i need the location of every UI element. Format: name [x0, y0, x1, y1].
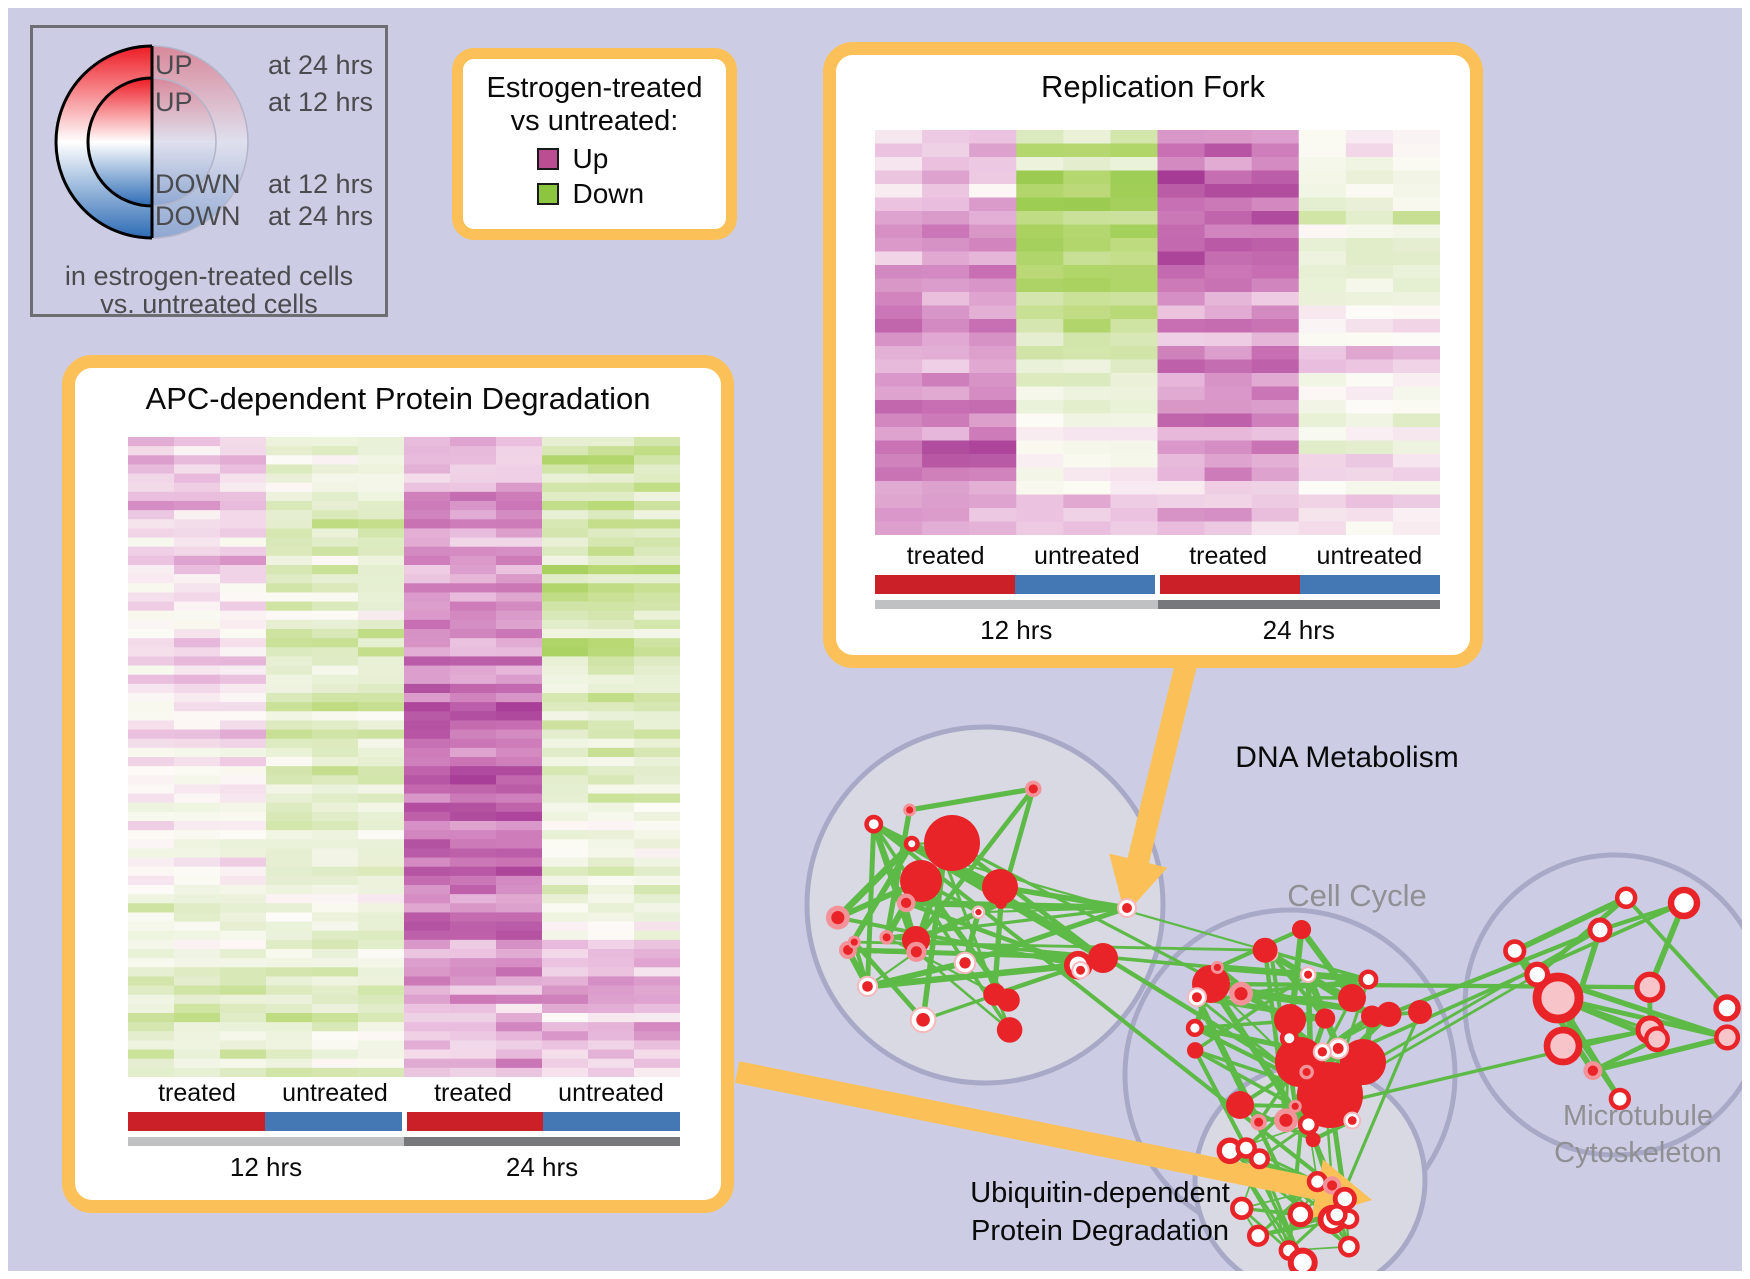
condition-color-bars — [875, 575, 1440, 594]
time-color-bars — [875, 600, 1440, 609]
cluster-label-dna-metabolism: DNA Metabolism — [1235, 741, 1458, 775]
cluster-label-line: Ubiquitin-dependent — [970, 1177, 1230, 1209]
untreated-bar — [543, 1112, 680, 1131]
updown-legend-box: Estrogen-treated vs untreated: Up Down — [452, 48, 737, 240]
condition-label: untreated — [558, 1079, 664, 1107]
24hrs-bar — [404, 1137, 680, 1146]
condition-label: treated — [1189, 542, 1268, 570]
untreated-bar — [1015, 575, 1155, 594]
bar-gap — [1155, 575, 1160, 594]
condition-label: untreated — [1316, 542, 1423, 570]
cluster-label-line: Microtubule — [1563, 1100, 1713, 1132]
time-label: 12 hrs — [229, 1152, 303, 1182]
treated-bar — [875, 575, 1015, 594]
cluster-label-ubiquitin-degradation: Ubiquitin-dependent Protein Degradation — [970, 1174, 1230, 1250]
time-label: 24 hrs — [505, 1152, 579, 1182]
cluster-label-microtubule-cytoskeleton: Microtubule Cytoskeleton — [1554, 1098, 1722, 1172]
cluster-label-line: Protein Degradation — [971, 1215, 1229, 1247]
ring-legend-footer: vs. untreated cells — [100, 289, 318, 319]
ring-legend-box: UP at 24 hrs UP at 12 hrs DOWN at 12 hrs… — [30, 25, 388, 319]
apc-degradation-panel: APC-dependent Protein Degradation treate… — [62, 355, 734, 1213]
treated-bar — [128, 1112, 265, 1131]
ring-legend-direction: UP — [155, 87, 193, 117]
replication-fork-heatmap — [875, 130, 1440, 535]
legend-item-up: Up — [463, 143, 726, 174]
ring-legend-time: at 12 hrs — [268, 169, 374, 199]
condition-label: untreated — [282, 1079, 388, 1107]
time-color-bars — [128, 1137, 680, 1146]
condition-color-bars — [128, 1112, 680, 1131]
condition-labels: treated untreated treated untreated — [128, 1079, 680, 1108]
updown-legend-title: Estrogen-treated — [486, 72, 703, 104]
ring-legend-time: at 12 hrs — [268, 87, 374, 117]
ring-legend-footer: in estrogen-treated cells — [64, 261, 354, 291]
condition-label: treated — [158, 1079, 236, 1107]
cluster-label-line: Cytoskeleton — [1554, 1137, 1722, 1169]
legend-item-label: Down — [572, 178, 645, 209]
time-labels: 12 hrs 24 hrs — [875, 615, 1440, 646]
24hrs-bar — [1157, 600, 1440, 609]
condition-labels: treated untreated treated untreated — [875, 542, 1440, 571]
panel-title: Replication Fork — [1041, 69, 1265, 104]
legend-item-label: Up — [572, 143, 609, 174]
ring-legend-time: at 24 hrs — [268, 50, 374, 80]
bar-gap — [401, 1112, 407, 1131]
condition-label: treated — [906, 542, 985, 570]
time-labels: 12 hrs 24 hrs — [128, 1152, 680, 1183]
time-label: 24 hrs — [1262, 615, 1335, 645]
cluster-label-line: DNA Metabolism — [1235, 741, 1459, 774]
condition-label: untreated — [1034, 542, 1140, 570]
ring-legend-direction: DOWN — [155, 169, 241, 199]
ring-legend-direction: UP — [155, 50, 193, 80]
condition-label: treated — [434, 1079, 512, 1107]
untreated-bar — [1300, 575, 1440, 594]
ring-legend-direction: DOWN — [155, 201, 241, 231]
gene-network-graphic — [734, 645, 1742, 1271]
treated-bar — [406, 1112, 544, 1131]
treated-bar — [1160, 575, 1300, 594]
up-down-ring-icon — [54, 44, 249, 240]
legend-item-down: Down — [463, 178, 726, 209]
12hrs-bar — [875, 600, 1158, 609]
up-color-swatch — [536, 148, 559, 170]
updown-legend-title: vs untreated: — [510, 105, 679, 137]
ring-legend-time: at 24 hrs — [268, 201, 374, 231]
untreated-bar — [264, 1112, 402, 1131]
cluster-label-line: Cell Cycle — [1287, 878, 1427, 913]
time-label: 12 hrs — [980, 615, 1053, 645]
panel-title: APC-dependent Protein Degradation — [145, 381, 651, 416]
down-color-swatch — [536, 183, 559, 205]
12hrs-bar — [128, 1137, 404, 1146]
replication-fork-panel: Replication Fork treated untreated treat… — [823, 42, 1483, 668]
cluster-label-cell-cycle: Cell Cycle — [1287, 878, 1427, 914]
apc-degradation-heatmap — [128, 437, 680, 1077]
